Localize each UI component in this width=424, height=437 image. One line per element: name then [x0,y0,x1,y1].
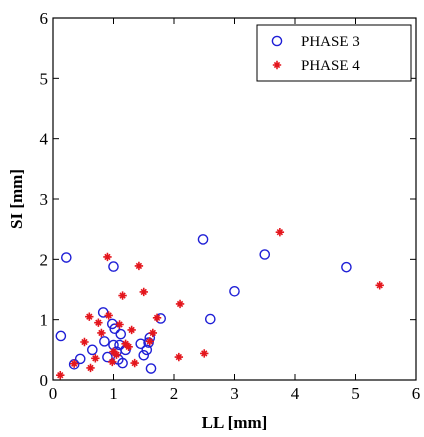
x-tick-label: 0 [49,384,58,403]
chart-marks [55,227,384,380]
phase4-point [118,291,127,300]
phase4-point [121,339,130,348]
phase3-point [74,353,86,365]
phase4-point [134,261,144,271]
phase3-point [145,363,157,374]
phase4-point [275,227,285,237]
phase4-point [85,312,94,321]
y-tick-label: 0 [40,371,49,390]
phase4-point [86,363,95,373]
phase4-point [103,252,112,262]
y-tick-label: 2 [40,250,49,269]
legend-item: PHASE 3 [271,34,360,50]
phase4-point [152,313,162,323]
phase3-point [138,349,150,361]
legend-marker-icon [272,60,282,70]
phase4-point [375,281,384,290]
phase3-point [204,313,216,325]
phase4-point [91,354,100,363]
x-tick-label: 2 [170,384,179,403]
phase3-point [117,357,128,369]
x-tick-label: 1 [109,384,118,403]
phase4-point [175,299,185,309]
legend: PHASE 3 PHASE 4 [256,24,412,82]
phase3-point [108,261,119,272]
series-2 [56,227,384,380]
phase4-point [80,337,89,347]
phase3-point [141,344,153,356]
phase4-point [127,325,136,335]
phase3-point [197,234,209,245]
phase3-point [135,338,147,350]
x-tick-label: 5 [351,384,360,403]
phase4-point [200,349,209,358]
x-axis-label: LL [mm] [202,413,268,432]
y-tick-label: 1 [40,311,49,330]
y-tick-label: 6 [40,9,49,28]
legend-label: PHASE 4 [301,58,360,74]
axis-ticks: 0 1 2 3 4 5 6 0 1 2 3 4 5 6 [40,9,421,403]
x-tick-label: 4 [291,384,300,403]
phase4-point [115,320,124,329]
x-tick-label: 3 [230,384,239,403]
phase4-point [174,352,184,362]
phase3-point [99,336,110,347]
phase3-point [87,344,98,356]
legend-box [256,24,412,82]
y-tick-label: 4 [40,130,49,149]
phase3-point [97,307,109,318]
legend-label: PHASE 3 [301,34,360,50]
y-tick-label: 5 [40,69,49,88]
phase3-point [259,249,271,260]
phase4-point [124,342,133,352]
legend-marker-icon [271,35,283,47]
phase4-point [112,350,121,359]
phase4-point [97,328,106,338]
phase3-point [109,323,121,335]
phase4-point [108,357,117,367]
phase4-point [109,347,118,356]
phase3-point [102,351,113,363]
phase4-point [104,311,113,320]
x-tick-label: 6 [412,384,421,403]
phase3-point [143,337,154,348]
phase4-point [69,359,79,368]
phase3-point [341,261,352,273]
phase4-point [148,328,158,338]
phase3-point [229,286,240,297]
phase4-point [145,337,154,346]
phase4-point [94,318,103,327]
phase4-point [130,358,139,368]
phase4-point [139,287,148,297]
y-tick-label: 3 [40,190,49,209]
phase4-point [56,370,65,380]
phase3-point [55,330,67,342]
legend-item: PHASE 4 [272,58,360,74]
y-axis-label: SI [mm] [7,169,26,229]
phase3-point [115,328,127,340]
phase3-point [61,252,72,263]
